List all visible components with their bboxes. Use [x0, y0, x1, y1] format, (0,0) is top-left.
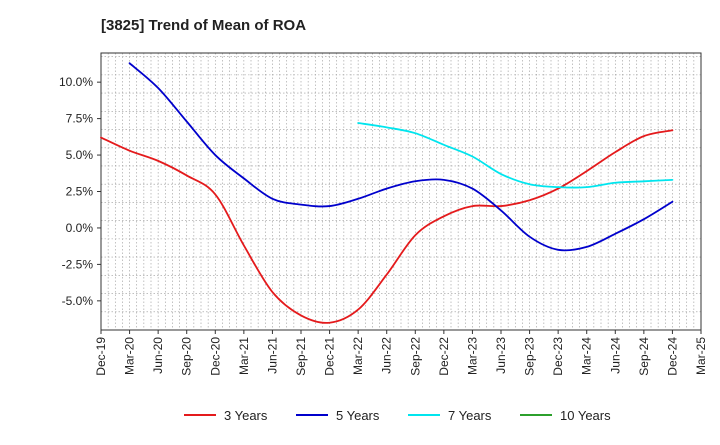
x-tick-label: Mar-21 [237, 337, 251, 375]
grid-layer [101, 53, 701, 330]
x-tick-label: Mar-25 [694, 337, 708, 375]
series-line-7-years [357, 122, 674, 189]
x-tick-label: Sep-21 [294, 337, 308, 376]
x-tick-label: Dec-21 [323, 337, 337, 376]
legend-label-3-years: 3 Years [224, 408, 268, 423]
x-tick-label: Sep-22 [408, 337, 422, 376]
y-tick-label: -5.0% [62, 294, 94, 308]
legend: 3 Years 5 Years 7 Years 10 Years [184, 408, 611, 423]
x-tick-label: Dec-20 [208, 337, 222, 376]
legend-label-7-years: 7 Years [448, 408, 492, 423]
x-tick-label: Mar-24 [580, 337, 594, 375]
x-tick-label: Sep-23 [523, 337, 537, 376]
y-tick-label: 2.5% [66, 185, 94, 199]
x-tick-label: Mar-22 [351, 337, 365, 375]
y-tick-label: 5.0% [66, 148, 94, 162]
x-tick-label: Jun-24 [608, 337, 622, 374]
x-tick-label: Dec-24 [665, 337, 679, 376]
chart-title: [3825] Trend of Mean of ROA [101, 17, 306, 34]
x-tick-label: Mar-20 [123, 337, 137, 375]
x-tick-label: Dec-22 [437, 337, 451, 376]
x-tick-label: Sep-24 [637, 337, 651, 376]
y-tick-label: 7.5% [66, 112, 94, 126]
x-tick-label: Jun-23 [494, 337, 508, 374]
y-tick-label: 0.0% [66, 221, 94, 235]
series-layer [100, 62, 674, 324]
x-tick-label: Sep-20 [180, 337, 194, 376]
legend-label-5-years: 5 Years [336, 408, 380, 423]
y-tick-label: -2.5% [62, 257, 94, 271]
series-line-5-years [128, 62, 674, 252]
axis-layer: 10.0% 7.5% 5.0% 2.5% 0.0% -2.5% -5.0% Dec-19 Mar… [59, 52, 708, 376]
x-tick-label: Jun-22 [380, 337, 394, 374]
x-tick-label: Jun-21 [265, 337, 279, 374]
x-tick-label: Jun-20 [151, 337, 165, 374]
y-tick-label: 10.0% [59, 75, 93, 89]
x-tick-label: Dec-19 [94, 337, 108, 376]
x-tick-label: Mar-23 [465, 337, 479, 375]
series-line-3-years [100, 129, 674, 324]
x-tick-label: Dec-23 [551, 337, 565, 376]
legend-label-10-years: 10 Years [560, 408, 611, 423]
